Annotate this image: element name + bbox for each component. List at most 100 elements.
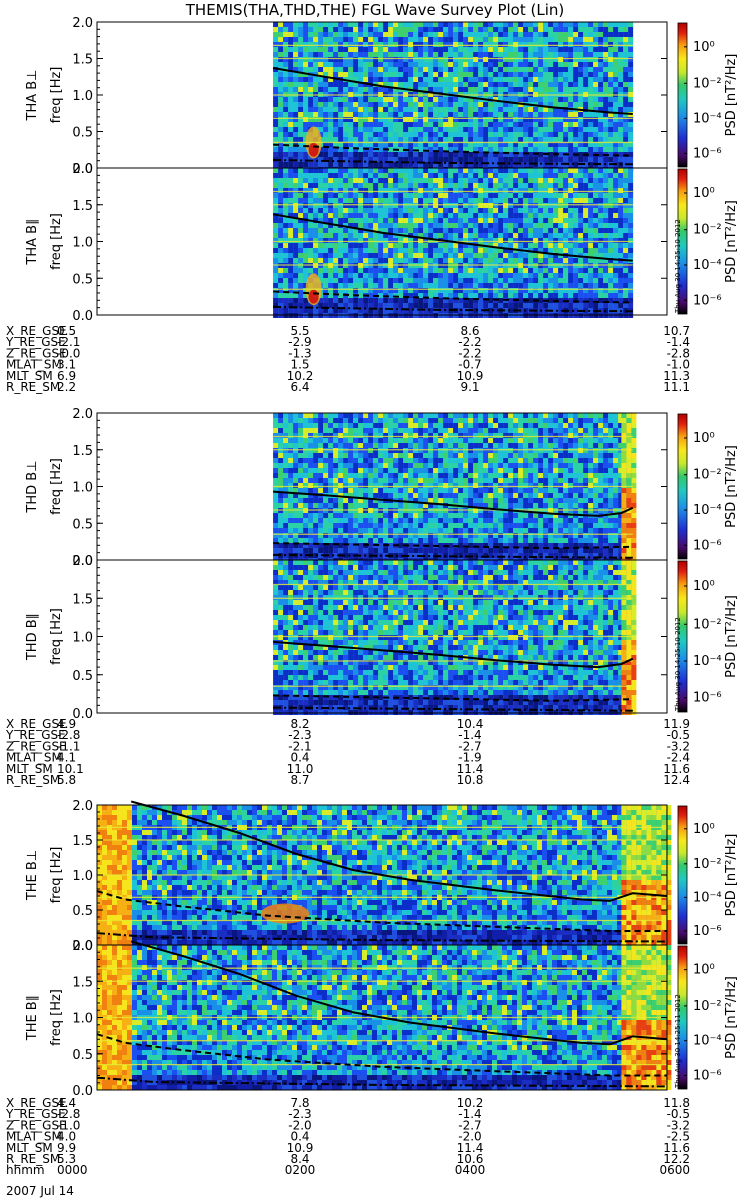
y-tick-label: 1.5 xyxy=(72,53,93,68)
colorbar-tick-label: 10⁻⁴ xyxy=(693,890,722,905)
spectrogram-image xyxy=(273,560,636,715)
colorbar-tick-label: 10⁻⁶ xyxy=(693,691,722,706)
y-tick-label: 1.0 xyxy=(72,1012,93,1027)
panel-label: THE B∥ xyxy=(25,995,40,1041)
ephemeris-value: 10.8 xyxy=(457,773,484,787)
ephemeris-label: hhmm xyxy=(6,1163,45,1177)
ephemeris-value: 0000 xyxy=(57,1163,88,1177)
ephemeris-value: 0400 xyxy=(455,1163,486,1177)
y-tick-label: 2.0 xyxy=(72,162,93,177)
colorbar-tick-label: 10⁻² xyxy=(693,857,722,872)
colorbar-tick-label: 10⁻⁴ xyxy=(693,503,722,518)
colorbar-tick-label: 10⁰ xyxy=(693,186,715,201)
panel-label: THD B∥ xyxy=(25,613,40,661)
ephemeris-value: 8.7 xyxy=(290,773,309,787)
y-tick-label: 0.5 xyxy=(72,272,93,287)
ephemeris-value: 2.2 xyxy=(57,380,76,394)
y-tick-label: 0.5 xyxy=(72,669,93,684)
generation-timestamp: Thu Aug 30 14:25:10 2012 xyxy=(674,617,682,712)
plot-title: THEMIS(THA,THD,THE) FGL Wave Survey Plot… xyxy=(185,1,564,19)
y-tick-label: 0.5 xyxy=(72,517,93,532)
panel-label: THA B⊥ xyxy=(25,70,40,122)
colorbar-tick-label: 10⁻² xyxy=(693,999,722,1014)
colorbar-tick-label: 10⁻⁶ xyxy=(693,146,722,161)
colorbar-tick-label: 10⁻⁴ xyxy=(693,111,722,126)
date-label: 2007 Jul 14 xyxy=(6,1184,74,1198)
colorbar-tick-label: 10⁻² xyxy=(693,223,722,238)
colorbar-tick-label: 10⁻⁶ xyxy=(693,538,722,553)
y-tick-label: 1.5 xyxy=(72,199,93,214)
y-tick-label: 1.0 xyxy=(72,481,93,496)
spectrogram-panel-2: 0.0 0.5 1.0 1.5 2.0 THA B∥ freq [Hz] 10⁰ 10⁻² 10⁻… xyxy=(25,162,739,324)
colorbar-tick-label: 10⁻⁴ xyxy=(693,258,722,273)
y-tick-label: 0.5 xyxy=(72,126,93,141)
colorbar-tick-label: 10⁻⁶ xyxy=(693,924,722,939)
colorbar-tick-label: 10⁻² xyxy=(693,617,722,632)
y-tick-label: 2.0 xyxy=(72,407,93,422)
colorbar-tick-label: 10⁰ xyxy=(693,579,715,594)
freq-axis-label: freq [Hz] xyxy=(49,847,64,904)
ephemeris-label: R_RE_SM xyxy=(6,773,60,787)
colorbar-tick-label: 10⁰ xyxy=(693,40,715,55)
ephemeris-value: 0600 xyxy=(659,1163,690,1177)
colorbar-tick-label: 10⁰ xyxy=(693,822,715,837)
colorbar-tick-label: 10⁻⁶ xyxy=(693,1069,722,1084)
colorbar-label: PSD [nT²/Hz] xyxy=(724,54,739,137)
ephemeris-label: R_RE_SM xyxy=(6,380,60,394)
ephemeris-value: 11.1 xyxy=(663,380,690,394)
spectrogram-image xyxy=(273,168,633,318)
colorbar-label: PSD [nT²/Hz] xyxy=(724,595,739,678)
y-tick-label: 0.5 xyxy=(72,904,93,919)
colorbar-label: PSD [nT²/Hz] xyxy=(724,445,739,528)
freq-axis-label: freq [Hz] xyxy=(49,989,64,1046)
panel-label: THD B⊥ xyxy=(25,460,40,513)
freq-axis-label: freq [Hz] xyxy=(49,213,64,270)
ephemeris-value: 9.1 xyxy=(460,380,479,394)
y-tick-label: 1.0 xyxy=(72,236,93,251)
ephemeris-value: 12.4 xyxy=(663,773,690,787)
freq-axis-label: freq [Hz] xyxy=(49,608,64,665)
colorbar-tick-label: 10⁻² xyxy=(693,468,722,483)
spectrogram-image xyxy=(273,413,636,563)
y-tick-label: 2.0 xyxy=(72,554,93,569)
colorbar-tick-label: 10⁰ xyxy=(693,431,715,446)
y-tick-label: 1.5 xyxy=(72,444,93,459)
colorbar-label: PSD [nT²/Hz] xyxy=(724,976,739,1059)
colorbar-label: PSD [nT²/Hz] xyxy=(724,834,739,917)
panel-label: THA B∥ xyxy=(25,218,40,265)
colorbar-tick-label: 10⁻⁶ xyxy=(693,293,722,308)
colorbar-tick-label: 10⁰ xyxy=(693,963,715,978)
freq-axis-label: freq [Hz] xyxy=(49,67,64,124)
ephemeris-value: 6.4 xyxy=(290,380,309,394)
y-tick-label: 1.0 xyxy=(72,869,93,884)
generation-timestamp: Thu Aug 30 14:25:10 2012 xyxy=(674,219,682,314)
ephemeris-value: 0200 xyxy=(285,1163,316,1177)
y-tick-label: 1.5 xyxy=(72,834,93,849)
y-tick-label: 1.0 xyxy=(72,631,93,646)
colorbar-tick-label: 10⁻⁴ xyxy=(693,1034,722,1049)
y-tick-label: 0.0 xyxy=(72,309,93,324)
generation-timestamp: Thu Aug 30 14:25:11 2012 xyxy=(674,994,682,1089)
ephemeris-value: 5.8 xyxy=(57,773,76,787)
colorbar-tick-label: 10⁻⁴ xyxy=(693,654,722,669)
y-tick-label: 1.0 xyxy=(72,89,93,104)
y-tick-label: 2.0 xyxy=(72,939,93,954)
colorbar-label: PSD [nT²/Hz] xyxy=(724,200,739,283)
panel-label: THE B⊥ xyxy=(25,850,40,901)
colorbar-tick-label: 10⁻² xyxy=(693,76,722,91)
y-tick-label: 1.5 xyxy=(72,592,93,607)
